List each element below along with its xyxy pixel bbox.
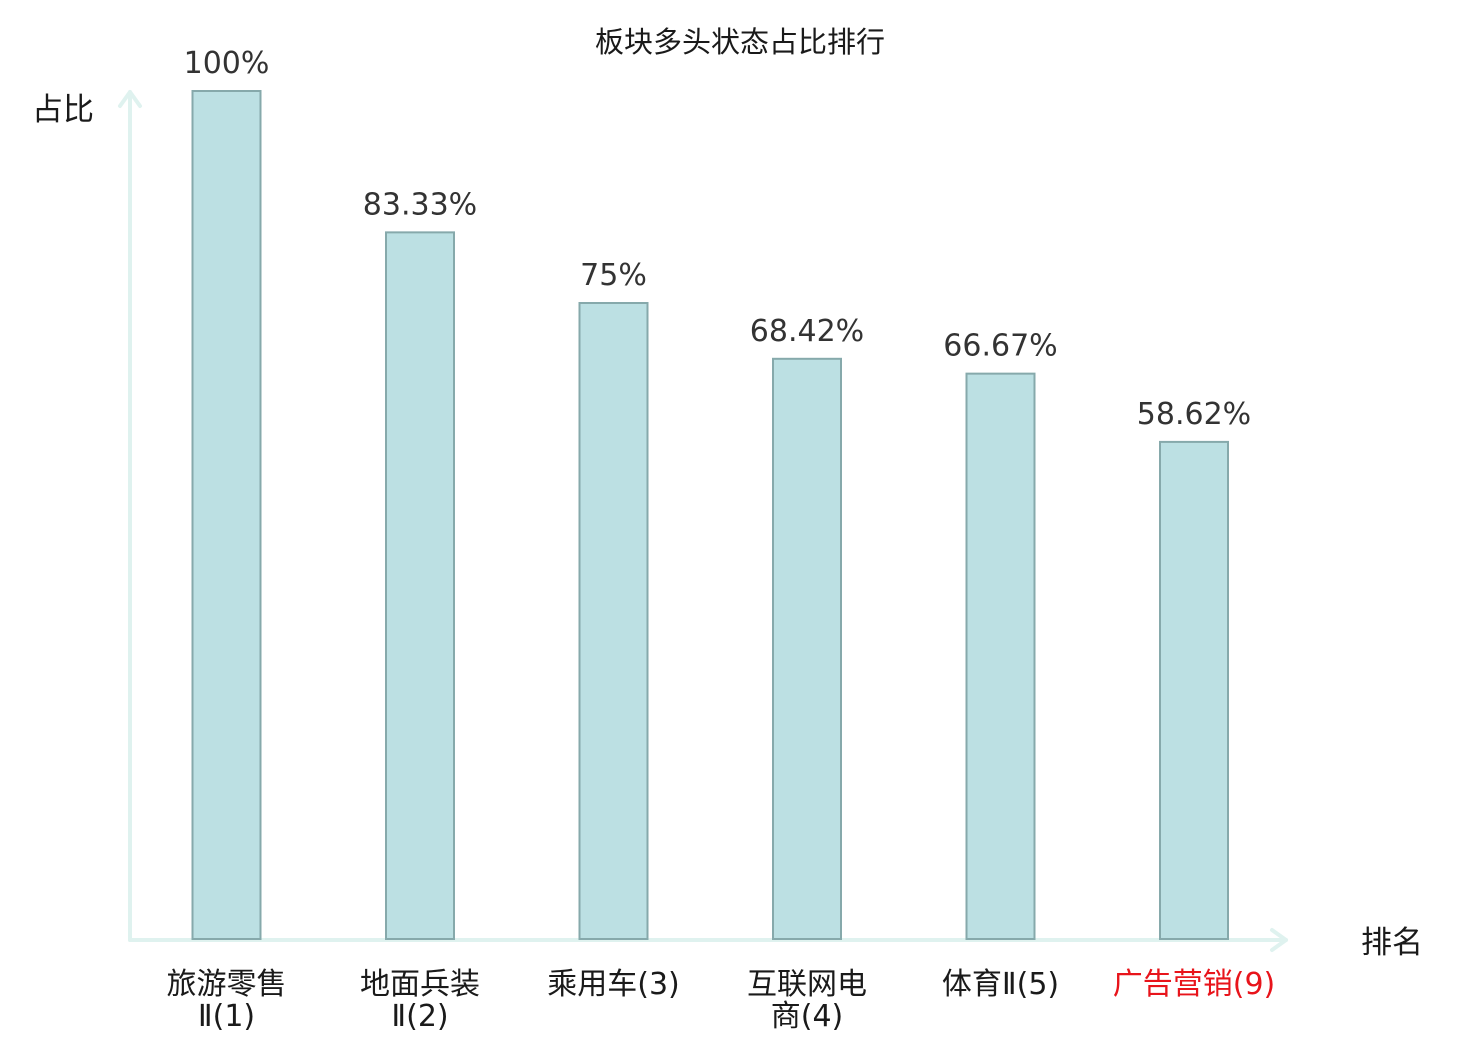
y-axis-label: 占比 — [32, 92, 94, 128]
bar — [965, 372, 1036, 940]
x-tick-label: 旅游零售 — [167, 967, 287, 1002]
x-tick-label: Ⅱ(1) — [198, 999, 255, 1034]
x-tick-label: 互联网电 — [747, 967, 867, 1002]
data-label: 58.62% — [1137, 397, 1251, 432]
bar — [578, 302, 649, 940]
bar — [772, 357, 842, 940]
bars-group — [191, 90, 1229, 941]
x-axis-label: 排名 — [1361, 925, 1423, 961]
axes — [118, 90, 1288, 952]
bar — [1159, 440, 1229, 940]
data-label: 75% — [580, 258, 647, 293]
x-tick-label: 体育Ⅱ(5) — [942, 967, 1059, 1002]
y-axis-arrow — [118, 90, 142, 108]
x-tick-label: 地面兵装 — [360, 967, 480, 1002]
data-label: 66.67% — [943, 329, 1057, 364]
x-tick-label: 乘用车(3) — [547, 967, 680, 1002]
data-label: 83.33% — [363, 187, 477, 222]
x-axis-arrow — [1270, 928, 1288, 952]
chart-title: 板块多头状态占比排行 — [595, 25, 885, 59]
data-label: 100% — [184, 46, 270, 81]
data-label: 68.42% — [750, 314, 864, 349]
bar — [191, 90, 262, 940]
x-tick-label: 广告营销(9) — [1113, 967, 1276, 1002]
bar — [385, 231, 455, 941]
value-labels-group: 100% 83.33% 75% 68.42% 66.67% 58.62% — [184, 46, 1252, 432]
x-tick-label: 商(4) — [771, 999, 844, 1034]
x-tick-label: Ⅱ(2) — [391, 999, 448, 1034]
